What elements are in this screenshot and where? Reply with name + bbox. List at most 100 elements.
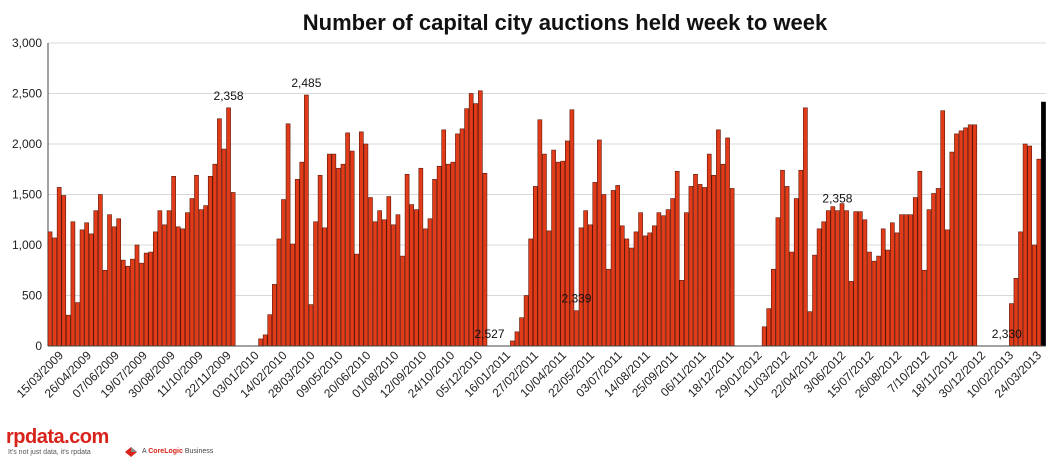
bar xyxy=(940,110,946,347)
bar xyxy=(84,222,89,347)
bar xyxy=(230,192,236,347)
bar xyxy=(706,153,712,347)
corelogic-suffix: Business xyxy=(184,448,214,455)
bar xyxy=(1036,158,1042,347)
bar xyxy=(262,334,268,347)
bar xyxy=(825,210,831,347)
bar xyxy=(326,153,332,347)
bar xyxy=(395,214,401,347)
bar xyxy=(761,326,767,347)
bar xyxy=(510,340,515,347)
bar xyxy=(807,311,813,347)
bar xyxy=(1022,143,1028,347)
bar xyxy=(697,184,703,347)
bar xyxy=(532,186,538,347)
bar xyxy=(180,228,186,347)
bar xyxy=(404,174,410,347)
bar xyxy=(670,198,675,347)
bar xyxy=(821,221,827,347)
bar xyxy=(409,204,414,347)
bar xyxy=(638,212,643,347)
bar xyxy=(844,210,849,347)
bar xyxy=(871,260,877,347)
bar xyxy=(629,247,634,347)
bar xyxy=(890,222,895,347)
bar xyxy=(917,170,923,347)
bar xyxy=(445,163,451,347)
bar xyxy=(299,161,305,347)
bar xyxy=(798,169,804,347)
bar xyxy=(198,209,204,347)
bar xyxy=(899,214,904,347)
bar xyxy=(148,251,154,347)
bar xyxy=(958,130,964,347)
bar xyxy=(116,218,121,347)
y-tick-label: 1,000 xyxy=(12,238,42,252)
bar xyxy=(381,219,387,347)
bar xyxy=(413,209,419,347)
branding: rpdata.com It's not just data, it's rpda… xyxy=(6,426,266,460)
data-label: 2,358 xyxy=(822,192,852,206)
bar xyxy=(702,187,707,347)
bar xyxy=(583,210,588,347)
bar xyxy=(597,139,602,347)
bar xyxy=(1041,101,1046,347)
bar xyxy=(478,90,483,347)
bar xyxy=(542,153,547,347)
bar xyxy=(514,331,520,347)
y-tick-label: 3,000 xyxy=(12,36,42,50)
bar xyxy=(281,199,286,347)
bar xyxy=(336,167,341,347)
corelogic-name: CoreLogic xyxy=(148,448,183,455)
bar xyxy=(432,179,437,347)
bar xyxy=(349,150,355,347)
bar xyxy=(949,151,955,347)
bar xyxy=(684,212,689,347)
bar xyxy=(290,243,295,347)
bar xyxy=(152,231,158,347)
bar xyxy=(189,198,195,347)
bar xyxy=(285,123,291,347)
bar xyxy=(688,186,694,347)
bar xyxy=(963,127,968,347)
bar xyxy=(459,128,465,347)
bar xyxy=(294,179,300,347)
bar xyxy=(523,295,529,347)
bar xyxy=(935,188,941,347)
bar xyxy=(615,185,620,347)
bar xyxy=(793,198,799,347)
bar-layer xyxy=(47,90,1046,347)
bar xyxy=(130,258,135,347)
bar xyxy=(203,205,208,347)
bar xyxy=(862,219,868,347)
bar xyxy=(725,137,730,347)
bar xyxy=(574,310,579,347)
bar xyxy=(171,176,176,347)
data-label: 2,358 xyxy=(214,89,244,103)
bar xyxy=(876,255,881,347)
bar xyxy=(885,249,891,347)
bar xyxy=(729,188,735,347)
bar xyxy=(331,153,337,347)
bar xyxy=(441,129,447,347)
rpdata-logo: rpdata.com xyxy=(6,426,109,448)
bar xyxy=(784,186,790,347)
bar xyxy=(93,210,99,347)
bar xyxy=(555,161,561,347)
bar xyxy=(221,148,227,347)
bar xyxy=(88,233,94,347)
bar xyxy=(52,237,57,347)
corelogic-prefix: A xyxy=(142,448,147,455)
bar xyxy=(207,176,213,347)
bar xyxy=(107,214,112,347)
corelogic-credit: A CoreLogic Business xyxy=(142,448,213,455)
bar xyxy=(610,190,616,347)
bar xyxy=(423,228,428,347)
bar xyxy=(560,160,566,347)
bar xyxy=(931,193,936,347)
bar xyxy=(98,194,103,347)
bar xyxy=(546,230,552,347)
bar xyxy=(175,226,181,347)
bar xyxy=(651,225,657,347)
bar xyxy=(70,221,76,347)
